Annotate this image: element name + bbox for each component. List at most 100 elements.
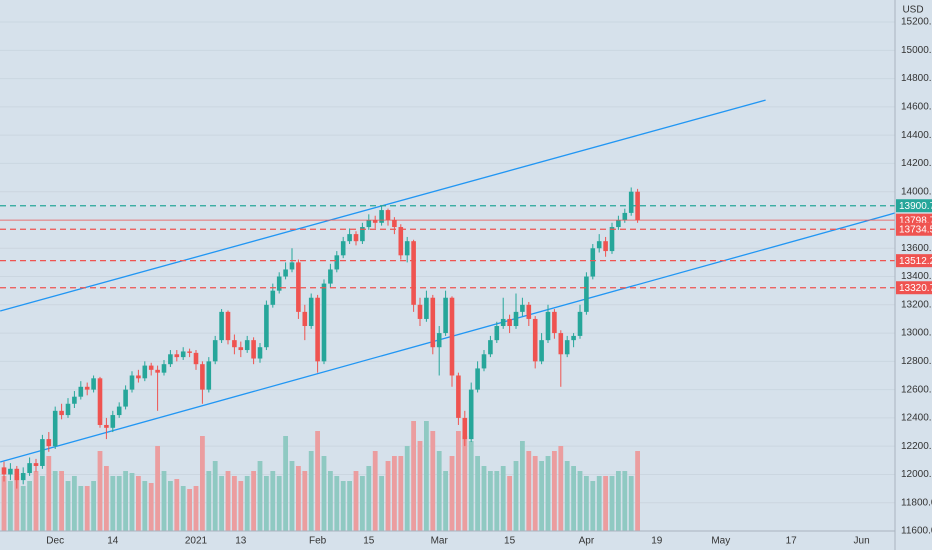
volume-bar bbox=[315, 431, 320, 531]
candle-body bbox=[283, 269, 288, 277]
volume-bar bbox=[609, 476, 615, 531]
x-tick-label: 15 bbox=[363, 536, 375, 547]
volume-bar bbox=[136, 476, 141, 531]
candle-body bbox=[372, 219, 378, 223]
volume-bar bbox=[500, 466, 506, 531]
volume-bar bbox=[264, 476, 269, 531]
y-tick-label: 14200.00 bbox=[901, 158, 932, 169]
volume-bar bbox=[635, 451, 640, 531]
volume-bar bbox=[436, 451, 442, 531]
candle-body bbox=[513, 311, 519, 327]
candle-body bbox=[590, 248, 596, 277]
x-tick-label: 14 bbox=[107, 536, 119, 547]
volume-bar bbox=[385, 461, 391, 531]
candle-body bbox=[443, 297, 448, 334]
volume-bar bbox=[78, 486, 84, 531]
candle-body bbox=[340, 241, 346, 256]
candle-body bbox=[424, 297, 429, 319]
volume-bar bbox=[628, 476, 634, 531]
candle-body bbox=[270, 290, 276, 305]
candle-body bbox=[1, 467, 7, 475]
volume-bar bbox=[449, 456, 455, 531]
volume-bar bbox=[296, 466, 301, 531]
volume-bar bbox=[212, 461, 218, 531]
candle-body bbox=[417, 304, 423, 319]
candle-body bbox=[110, 415, 116, 428]
y-tick-label: 13400.00 bbox=[901, 271, 932, 282]
volume-bar bbox=[430, 431, 436, 531]
volume-bar bbox=[129, 473, 135, 531]
y-tick-label: 12000.00 bbox=[901, 469, 932, 480]
candle-body bbox=[8, 468, 13, 475]
candle-body bbox=[289, 262, 295, 270]
volume-bar bbox=[200, 436, 205, 531]
price-axis bbox=[895, 0, 932, 550]
candle-body bbox=[500, 318, 506, 327]
volume-bar bbox=[104, 466, 109, 531]
x-tick-label: 2021 bbox=[185, 536, 208, 547]
volume-bar bbox=[596, 476, 602, 531]
candle-body bbox=[116, 406, 122, 416]
candle-body bbox=[475, 368, 480, 390]
y-tick-label: 12600.00 bbox=[901, 384, 932, 395]
volume-bar bbox=[59, 471, 64, 531]
candle-body bbox=[244, 340, 250, 351]
price-level-label: 13320.75 bbox=[899, 283, 932, 294]
candle-body bbox=[84, 386, 90, 390]
volume-bar bbox=[468, 441, 474, 531]
candle-body bbox=[46, 439, 52, 447]
x-tick-label: Dec bbox=[46, 536, 64, 547]
candle-body bbox=[347, 234, 352, 242]
candle-body bbox=[174, 354, 180, 358]
volume-bar bbox=[424, 421, 429, 531]
candle-body bbox=[334, 255, 340, 270]
volume-bar bbox=[411, 421, 416, 531]
candle-body bbox=[616, 219, 621, 228]
volume-bar bbox=[168, 481, 173, 531]
candle-body bbox=[622, 212, 628, 220]
candle-body bbox=[91, 378, 96, 390]
volume-bar bbox=[52, 471, 58, 531]
candle-body bbox=[609, 227, 615, 252]
x-tick-label: 13 bbox=[235, 536, 247, 547]
candle-body bbox=[136, 375, 141, 379]
volume-bar bbox=[257, 461, 263, 531]
volume-bar bbox=[155, 446, 160, 531]
y-tick-label: 15200.00 bbox=[901, 17, 932, 28]
volume-bar bbox=[577, 471, 583, 531]
volume-bar bbox=[14, 476, 20, 531]
axes: 11600.00 11800.00 12000.00 12200.00 12400.00… bbox=[46, 17, 932, 547]
candle-body bbox=[219, 311, 224, 341]
price-level-tag bbox=[896, 254, 932, 268]
candle-body bbox=[379, 210, 384, 223]
volume-bar bbox=[270, 471, 276, 531]
candle-body bbox=[264, 304, 269, 348]
candle-body bbox=[520, 304, 525, 312]
candle-body bbox=[526, 304, 532, 319]
candle-body bbox=[456, 375, 461, 418]
volume-bar bbox=[372, 451, 378, 531]
candle-body bbox=[398, 227, 404, 256]
x-tick-label: Jun bbox=[854, 536, 870, 547]
candle-body bbox=[321, 283, 327, 362]
candle-body bbox=[385, 210, 391, 220]
candle-body bbox=[436, 333, 442, 348]
volume-bar bbox=[334, 476, 340, 531]
volume-bar bbox=[404, 446, 410, 531]
candle-body bbox=[225, 311, 231, 341]
volume-bar bbox=[622, 471, 628, 531]
y-tick-label: 12400.00 bbox=[901, 413, 932, 424]
volume-bar bbox=[328, 471, 333, 531]
volume-bar bbox=[46, 456, 52, 531]
candle-body bbox=[276, 276, 282, 291]
candle-body bbox=[104, 424, 109, 428]
candle-body bbox=[545, 311, 551, 341]
volume-bar bbox=[379, 476, 384, 531]
volume-bar bbox=[360, 476, 365, 531]
candle-body bbox=[596, 241, 602, 249]
candle-body bbox=[78, 386, 84, 397]
candle-body bbox=[411, 241, 416, 305]
volume-bar bbox=[244, 476, 250, 531]
candle-body bbox=[488, 340, 493, 355]
price-level-label: 13798.75 bbox=[899, 215, 932, 226]
